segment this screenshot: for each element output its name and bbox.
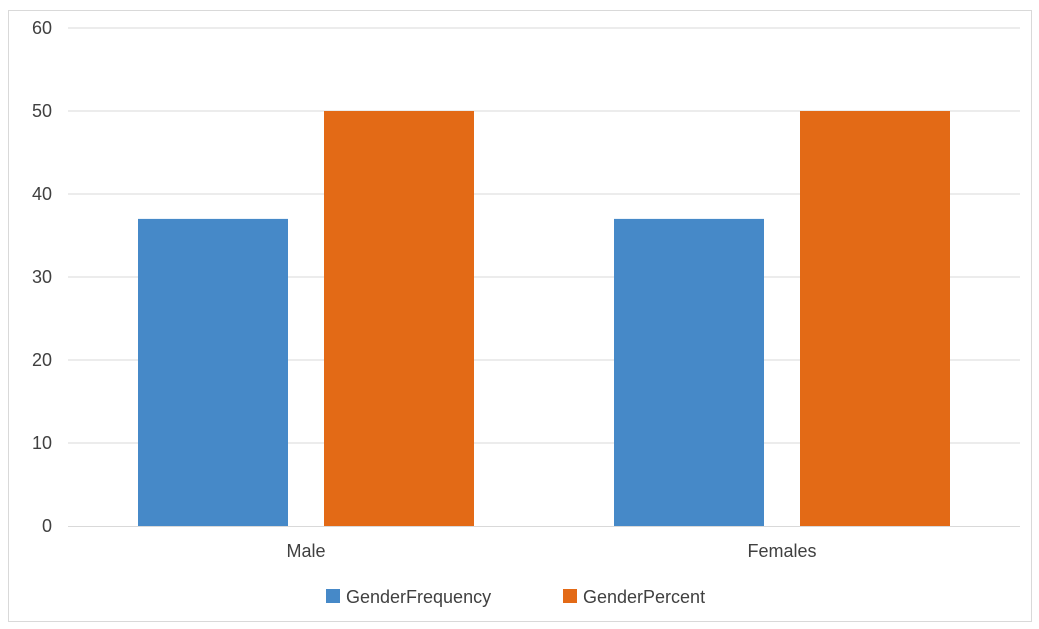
legend-swatch-GenderPercent	[563, 589, 577, 603]
x-tick-label: Females	[747, 541, 816, 561]
legend-swatch-GenderFrequency	[326, 589, 340, 603]
x-tick-label: Male	[286, 541, 325, 561]
y-tick-label: 0	[42, 516, 52, 536]
legend-label: GenderPercent	[583, 587, 705, 607]
y-tick-label: 50	[32, 101, 52, 121]
legend-label: GenderFrequency	[346, 587, 491, 607]
bar-GenderPercent-Females	[800, 111, 950, 526]
y-tick-label: 30	[32, 267, 52, 287]
bar-GenderFrequency-Females	[614, 218, 764, 526]
y-tick-label: 60	[32, 18, 52, 38]
bar-GenderFrequency-Male	[138, 218, 288, 526]
y-tick-label: 40	[32, 184, 52, 204]
y-axis-ticks: 0 10 20 30 40 50 60	[32, 18, 52, 536]
y-tick-label: 20	[32, 350, 52, 370]
legend: GenderFrequency GenderPercent	[326, 587, 705, 607]
bars	[138, 111, 950, 526]
x-axis-labels: Male Females	[286, 541, 816, 561]
y-tick-label: 10	[32, 433, 52, 453]
bar-GenderPercent-Male	[324, 111, 474, 526]
